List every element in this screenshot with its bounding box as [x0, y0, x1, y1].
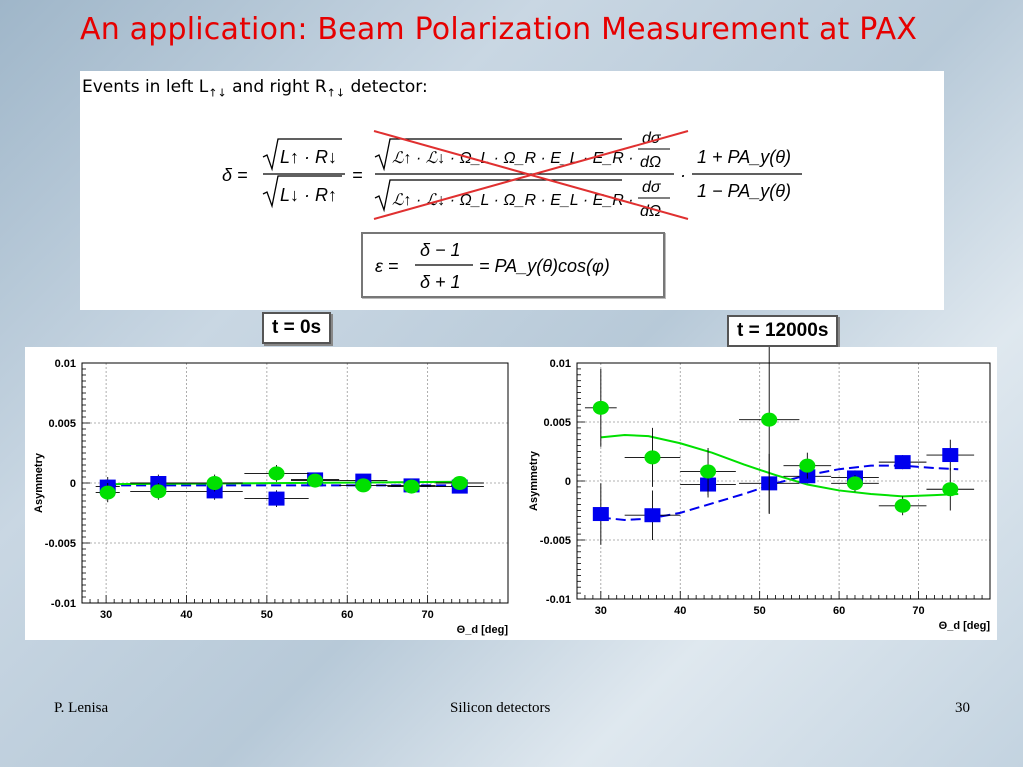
x-tick-label: 30	[100, 609, 112, 621]
y-tick-label: 0	[70, 478, 76, 490]
data-point-circle	[99, 485, 116, 500]
formula-svg: δ = L↑ · R↓ L↓ · R↑ = ℒ↑ · ℒ↓ · Ω_L · Ω_…	[222, 130, 802, 220]
y-axis-label: Asymmetry	[33, 452, 45, 513]
x-tick-label: 70	[912, 605, 924, 617]
epsilon-svg: ε = δ − 1 δ + 1 = PA_y(θ)cos(φ)	[375, 240, 610, 292]
sqrt-den-crossed	[374, 179, 622, 213]
x-tick-label: 50	[754, 605, 766, 617]
y-tick-label: -0.005	[540, 535, 571, 547]
intro-suffix: detector:	[345, 77, 428, 97]
data-point-circle	[894, 498, 911, 513]
ratio-den: 1 − PA_y(θ)	[697, 181, 791, 201]
data-point-circle	[846, 476, 863, 491]
y-tick-label: 0.005	[543, 417, 571, 429]
x-tick-label: 40	[674, 605, 686, 617]
label-t12000: t = 12000s	[727, 315, 839, 347]
data-point-circle	[150, 484, 167, 499]
eps-lhs: ε =	[375, 256, 398, 276]
y-tick-label: 0.01	[550, 358, 571, 370]
y-tick-label: 0.01	[55, 358, 76, 370]
eps-den: δ + 1	[420, 272, 461, 292]
data-point-circle	[451, 476, 468, 490]
footer-topic: Silicon detectors	[450, 700, 551, 716]
cross-line-2	[373, 130, 689, 220]
data-point-circle	[355, 478, 372, 493]
footer-page-number: 30	[955, 700, 970, 716]
sqrt-den-delta	[262, 175, 342, 209]
sqrt-num-delta	[262, 138, 342, 172]
y-axis-label: Asymmetry	[528, 450, 540, 511]
y-tick-label: -0.01	[546, 594, 571, 606]
delta-lhs: δ =	[222, 165, 248, 185]
delta-num: L↑ · R↓	[280, 147, 337, 167]
footer-author: P. Lenisa	[54, 700, 109, 716]
eq-sign: =	[352, 165, 363, 185]
x-tick-label: 30	[595, 605, 607, 617]
data-point-circle	[644, 450, 661, 465]
formula-panel: Events in left L↑↓ and right R↑↓ detecto…	[80, 71, 944, 310]
data-point-circle	[268, 466, 285, 481]
data-point-circle	[942, 482, 959, 497]
data-point-circle	[761, 412, 778, 427]
x-tick-label: 60	[341, 609, 353, 621]
ratio-num: 1 + PA_y(θ)	[697, 147, 791, 167]
data-point-circle	[307, 473, 324, 488]
slide-title: An application: Beam Polarization Measur…	[80, 12, 918, 47]
formula-intro: Events in left L↑↓ and right R↑↓ detecto…	[82, 77, 428, 99]
data-point-square	[644, 508, 661, 523]
y-tick-label: -0.01	[51, 598, 76, 610]
x-tick-label: 60	[833, 605, 845, 617]
chart-right-panel: 30 40 50 60 70 0.01 0.005 0 -0.005 -0.01 Asymmetry…	[514, 325, 997, 640]
chart-left-panel: 30 40 50 60 70 0.01 0.005 0 -0.005 -0.01 Asymmetry…	[25, 347, 514, 640]
dot-op: ·	[680, 165, 686, 185]
x-tick-label: 50	[261, 609, 273, 621]
chart-left: 30 40 50 60 70 0.01 0.005 0 -0.005 -0.01 Asymmetry…	[33, 358, 509, 636]
y-tick-label: -0.005	[45, 538, 76, 550]
data-point-circle	[206, 476, 223, 490]
data-point-square	[592, 507, 609, 522]
data-point-square	[268, 491, 285, 506]
label-t0: t = 0s	[262, 312, 332, 344]
data-point-square	[894, 455, 911, 470]
dsig-den: dσ	[642, 179, 662, 196]
x-axis-label: Θ_d [deg]	[457, 624, 509, 636]
intro-prefix: Events in left L	[82, 77, 209, 97]
data-point-circle	[799, 458, 816, 473]
epsilon-box: ε = δ − 1 δ + 1 = PA_y(θ)cos(φ)	[361, 232, 665, 298]
data-point-square	[942, 448, 959, 463]
eps-num: δ − 1	[420, 240, 461, 260]
right-arrows: ↑↓	[326, 86, 346, 100]
sqrt-num-crossed	[374, 138, 622, 172]
y-tick-label: 0.005	[48, 418, 76, 430]
eps-rhs: = PA_y(θ)cos(φ)	[479, 256, 610, 276]
x-tick-label: 70	[421, 609, 433, 621]
data-point-circle	[403, 479, 420, 494]
x-axis-label: Θ_d [deg]	[939, 620, 991, 632]
left-arrows: ↑↓	[208, 86, 227, 100]
delta-den: L↓ · R↑	[280, 185, 337, 205]
y-tick-label: 0	[565, 476, 571, 488]
domega-num: dΩ	[640, 154, 661, 171]
x-tick-label: 40	[180, 609, 192, 621]
crossed-num: ℒ↑ · ℒ↓ · Ω_L · Ω_R · E_L · E_R ·	[392, 150, 634, 167]
data-point-circle	[592, 400, 609, 415]
chart-right: 30 40 50 60 70 0.01 0.005 0 -0.005 -0.01 Asymmetry…	[528, 325, 991, 632]
data-point-circle	[700, 464, 717, 479]
intro-mid: and right R	[226, 77, 327, 97]
